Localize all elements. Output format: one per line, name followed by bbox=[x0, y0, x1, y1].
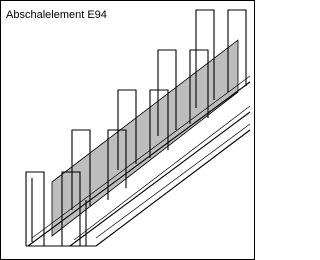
title: Abschalelement E94 bbox=[6, 9, 107, 21]
drawing: Abschalelement E94 bbox=[0, 0, 255, 260]
page: Abschalelement E94 (() => { const data =… bbox=[0, 0, 255, 260]
